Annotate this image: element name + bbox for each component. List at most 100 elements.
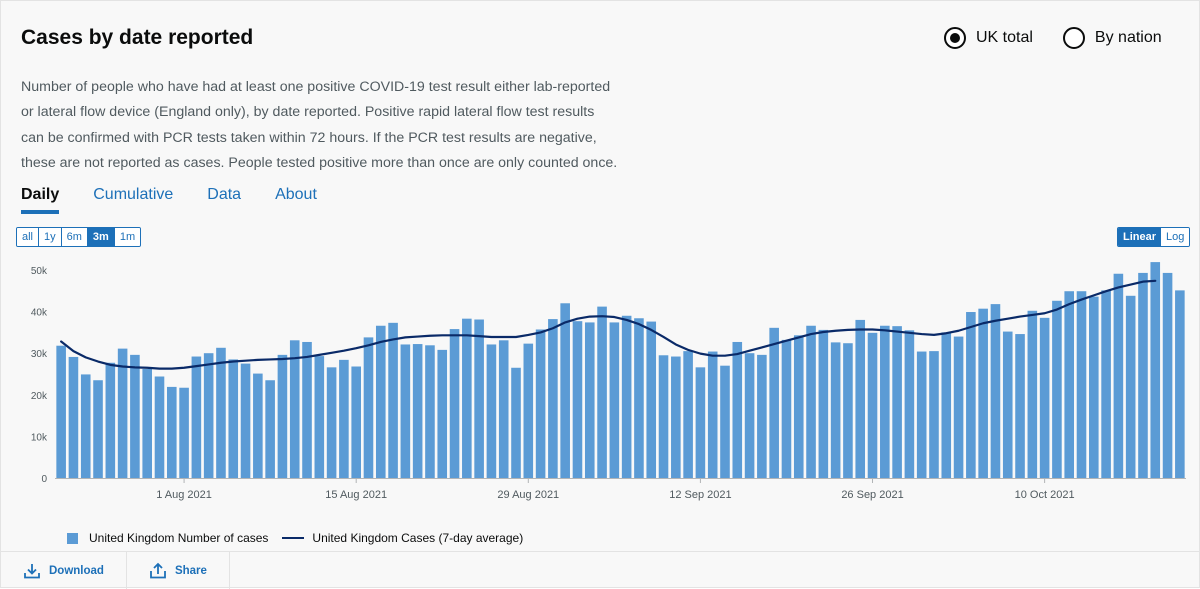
- cases-chart: 0 10k 20k 30k 40k 50k 1 Aug 2021 15 Aug 2021 29 …: [31, 262, 1186, 501]
- bar: [68, 356, 79, 478]
- download-icon: [24, 563, 40, 578]
- bar: [609, 322, 620, 478]
- bar: [1150, 262, 1161, 478]
- x-tick-label: 12 Sep 2021: [669, 489, 731, 501]
- bar: [462, 318, 472, 478]
- bar: [339, 359, 349, 478]
- bar: [179, 387, 189, 478]
- bar: [228, 359, 239, 478]
- radio-uk-total-label: UK total: [976, 29, 1033, 46]
- radio-uk-total[interactable]: UK total: [944, 27, 1033, 49]
- bar: [855, 319, 866, 478]
- bar: [560, 303, 570, 478]
- share-button[interactable]: Share: [127, 552, 230, 589]
- bar: [1162, 272, 1173, 478]
- bar: [425, 345, 435, 478]
- tab-bar: Daily Cumulative Data About: [21, 186, 317, 214]
- bar: [351, 366, 361, 478]
- bar: [806, 325, 816, 478]
- bar: [646, 321, 657, 478]
- legend-bar-swatch: [67, 532, 78, 544]
- legend-item-bars: United Kingdom Number of cases: [67, 531, 268, 545]
- bar: [683, 351, 693, 478]
- radio-unchecked-icon[interactable]: [1062, 27, 1085, 49]
- bar: [1039, 317, 1050, 478]
- bar: [437, 349, 448, 478]
- y-tick-label: 40k: [31, 308, 48, 319]
- y-tick-label: 20k: [31, 391, 48, 402]
- range-1y-button[interactable]: 1y: [39, 228, 62, 246]
- download-button[interactable]: Download: [1, 552, 127, 589]
- bar: [375, 325, 386, 478]
- bar: [867, 332, 878, 478]
- footer-toolbar: Download Share: [1, 551, 1200, 589]
- range-all-button[interactable]: all: [17, 228, 40, 246]
- tab-about[interactable]: About: [275, 186, 317, 203]
- bar: [105, 362, 116, 478]
- range-6m-button[interactable]: 6m: [61, 228, 88, 246]
- tab-data[interactable]: Data: [207, 186, 242, 203]
- bar: [1015, 334, 1025, 478]
- bar: [966, 312, 976, 478]
- bar: [818, 329, 829, 478]
- bar: [203, 353, 214, 478]
- bar: [1175, 290, 1185, 478]
- bar: [695, 367, 706, 478]
- bar: [523, 343, 534, 478]
- bar: [892, 326, 902, 478]
- bar: [1101, 290, 1111, 478]
- bar: [1027, 310, 1038, 478]
- scale-log-button[interactable]: Log: [1161, 228, 1190, 246]
- scale-linear-button[interactable]: Linear: [1118, 228, 1162, 246]
- bar: [929, 351, 939, 478]
- range-1m-button[interactable]: 1m: [114, 228, 141, 246]
- x-tick-label: 10 Oct 2021: [1015, 489, 1075, 501]
- bar: [56, 345, 66, 478]
- bar: [880, 325, 890, 478]
- bar: [289, 340, 300, 478]
- bar: [511, 367, 521, 478]
- bar: [130, 354, 140, 478]
- bar: [1113, 273, 1124, 478]
- bar: [412, 344, 423, 478]
- bar: [707, 351, 718, 478]
- tab-cumulative[interactable]: Cumulative: [93, 186, 174, 203]
- x-tick-label: 1 Aug 2021: [156, 489, 212, 501]
- bar: [830, 342, 841, 478]
- x-tick-label: 29 Aug 2021: [497, 489, 559, 501]
- bar: [191, 356, 202, 478]
- bar: [166, 386, 177, 478]
- bar: [916, 351, 927, 478]
- bar: [597, 306, 607, 478]
- bar: [277, 354, 288, 478]
- range-3m-button[interactable]: 3m: [87, 228, 115, 246]
- bar: [757, 354, 767, 478]
- bar: [978, 308, 988, 478]
- download-label: Download: [49, 564, 104, 577]
- bar: [904, 330, 915, 478]
- bar: [793, 335, 804, 478]
- bar: [265, 380, 275, 478]
- bar: [400, 344, 411, 478]
- bar: [732, 341, 743, 478]
- bar: [953, 336, 964, 478]
- legend-line-swatch: [282, 537, 305, 539]
- tab-daily[interactable]: Daily: [21, 186, 60, 214]
- bar: [93, 380, 103, 478]
- bar: [326, 367, 337, 478]
- legend-item-line: United Kingdom Cases (7-day average): [282, 531, 523, 545]
- bar: [621, 315, 632, 478]
- bar: [1138, 272, 1148, 478]
- bar: [154, 376, 165, 478]
- chart-legend: United Kingdom Number of cases United Ki…: [67, 531, 537, 545]
- bar: [314, 356, 325, 478]
- area-radio-group: UK total By nation: [944, 27, 1162, 49]
- bar: [474, 319, 484, 478]
- radio-by-nation[interactable]: By nation: [1062, 27, 1162, 49]
- bar: [658, 355, 669, 478]
- bar: [363, 337, 374, 478]
- bar: [498, 340, 509, 478]
- bar: [843, 343, 853, 478]
- radio-checked-icon[interactable]: [944, 27, 966, 49]
- bar: [1052, 300, 1062, 478]
